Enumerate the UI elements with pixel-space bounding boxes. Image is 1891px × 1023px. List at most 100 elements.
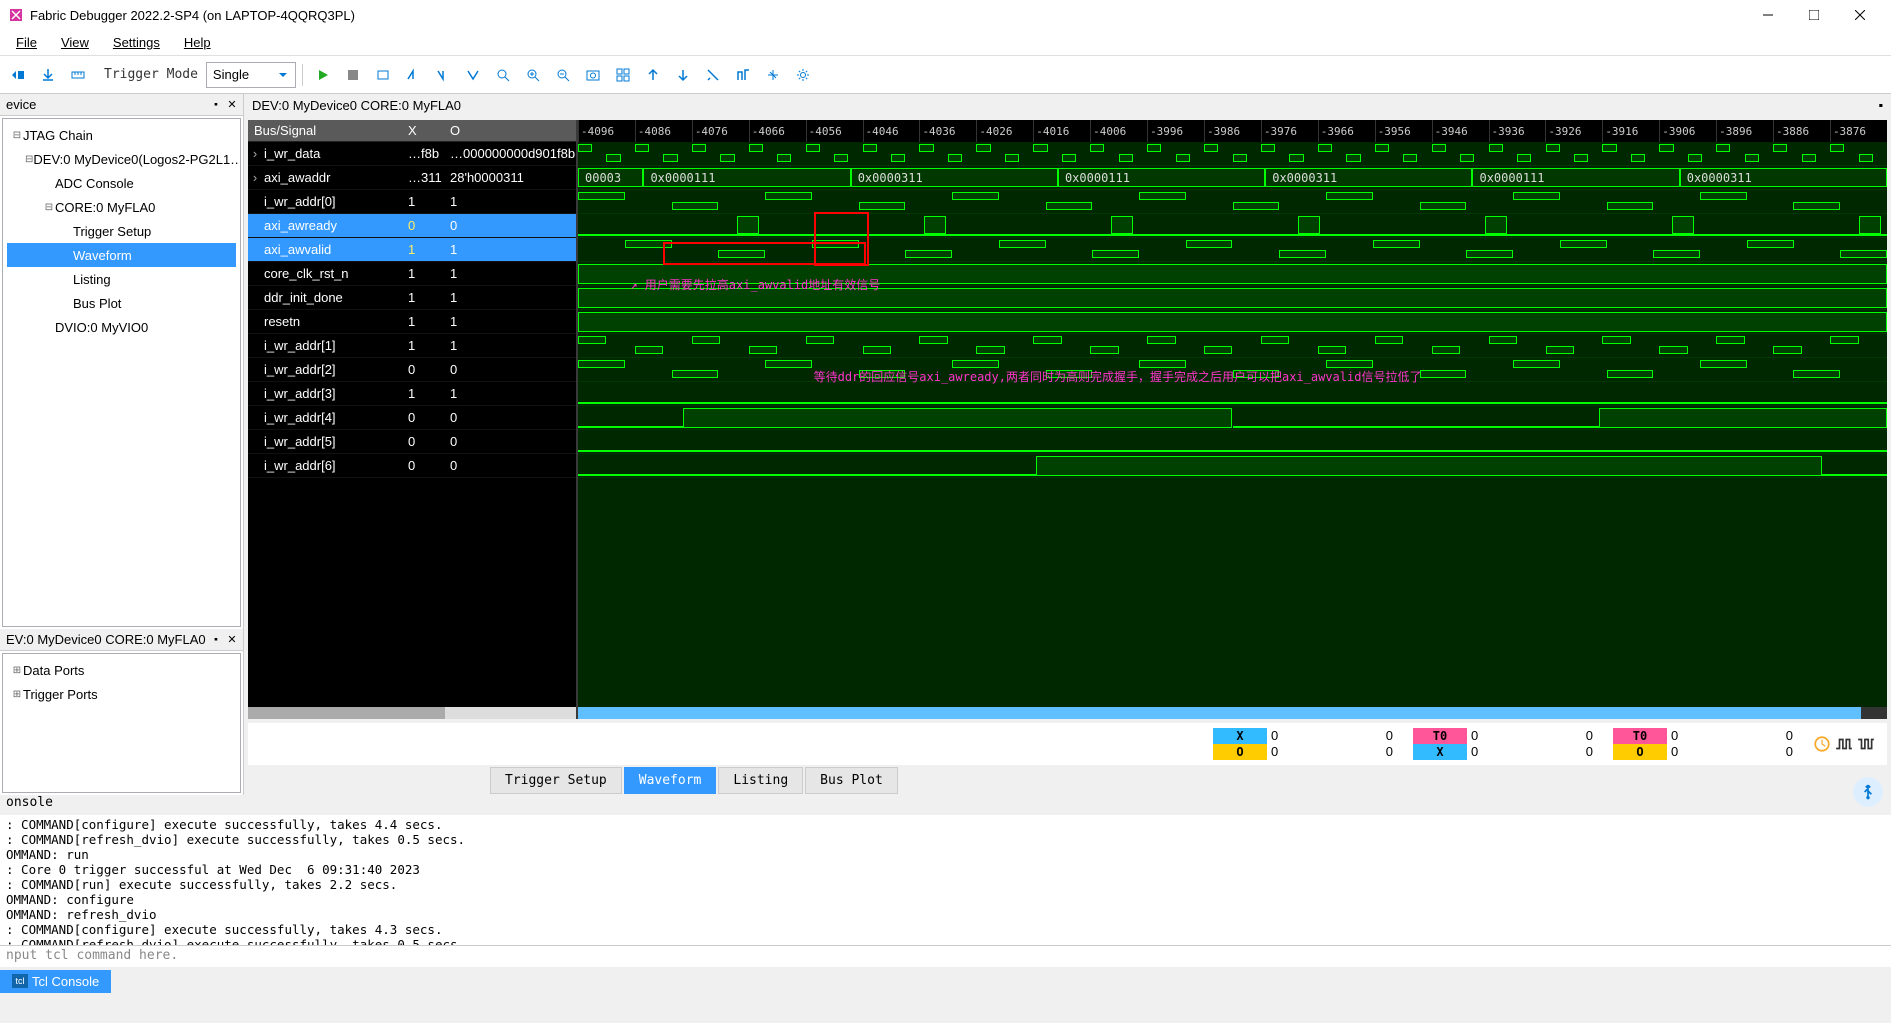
signal-row[interactable]: i_wr_addr[0]11 — [248, 190, 576, 214]
waveform-icon[interactable] — [1835, 735, 1853, 753]
maximize-button[interactable] — [1791, 0, 1837, 30]
waveform-track[interactable] — [578, 334, 1887, 358]
minimize-button[interactable] — [1745, 0, 1791, 30]
waveform-track[interactable] — [578, 454, 1887, 478]
arrow-down-icon[interactable] — [669, 61, 697, 89]
tree-core[interactable]: ⊟CORE:0 MyFLA0 — [7, 195, 236, 219]
signal-row[interactable]: ddr_init_done11 — [248, 286, 576, 310]
tcl-console-tab[interactable]: tcl Tcl Console — [0, 970, 111, 993]
signal-list-header: Bus/Signal X O — [248, 120, 576, 142]
tool-8-icon[interactable] — [699, 61, 727, 89]
trigger-mode-label: Trigger Mode — [94, 67, 204, 82]
bottom-tabs: Trigger SetupWaveformListingBus Plot — [244, 765, 1891, 795]
tree-data-ports[interactable]: ⊞Data Ports — [7, 658, 236, 682]
pin-icon[interactable]: 🞍 — [209, 98, 223, 112]
tree-waveform[interactable]: Waveform — [7, 243, 236, 267]
tool-5-icon[interactable] — [489, 61, 517, 89]
tree-adc-console[interactable]: ADC Console — [7, 171, 236, 195]
pin-icon[interactable]: 🞍 — [1879, 97, 1883, 113]
pin-icon[interactable]: 🞍 — [209, 633, 223, 647]
signal-row[interactable]: axi_awvalid11 — [248, 238, 576, 262]
document-header: DEV:0 MyDevice0 CORE:0 MyFLA0 🞍 — [244, 94, 1891, 116]
signal-row[interactable]: i_wr_addr[1]11 — [248, 334, 576, 358]
download-icon[interactable] — [34, 61, 62, 89]
tab-bus-plot[interactable]: Bus Plot — [805, 767, 898, 794]
console-output: : COMMAND[configure] execute successfull… — [0, 815, 1891, 945]
tree-trigger-ports[interactable]: ⊞Trigger Ports — [7, 682, 236, 706]
waveform2-icon[interactable] — [1857, 735, 1875, 753]
title-bar: Fabric Debugger 2022.2-SP4 (on LAPTOP-4Q… — [0, 0, 1891, 30]
trigger-mode-dropdown[interactable]: Single — [206, 62, 296, 88]
console-header: onsole — [0, 795, 1891, 815]
waveform-track[interactable] — [578, 142, 1887, 166]
tcl-icon: tcl — [12, 974, 28, 988]
signal-row[interactable]: i_wr_addr[4]00 — [248, 406, 576, 430]
tree-jtag-chain[interactable]: ⊟JTAG Chain — [7, 123, 236, 147]
signal-row[interactable]: i_wr_addr[6]00 — [248, 454, 576, 478]
cursor-readout: T0X0000 — [1413, 728, 1597, 760]
waveform-track[interactable] — [578, 238, 1887, 262]
waveform-hscrollbar[interactable] — [578, 707, 1887, 719]
menu-help[interactable]: Help — [172, 31, 223, 55]
signal-list-scrollbar[interactable] — [248, 707, 576, 719]
waveform-track[interactable] — [578, 406, 1887, 430]
cursor-readout: T0O0000 — [1613, 728, 1797, 760]
snapshot-icon[interactable] — [579, 61, 607, 89]
device-tree[interactable]: ⊟JTAG Chain ⊟DEV:0 MyDevice0(Logos2-PG2L… — [2, 118, 241, 627]
signal-row[interactable]: core_clk_rst_n11 — [248, 262, 576, 286]
zoom-in-icon[interactable] — [519, 61, 547, 89]
menu-view[interactable]: View — [49, 31, 101, 55]
clock-icon[interactable] — [1813, 735, 1831, 753]
tab-listing[interactable]: Listing — [718, 767, 803, 794]
tool-1-icon[interactable] — [369, 61, 397, 89]
core-panel-header: EV:0 MyDevice0 CORE:0 MyFLA0 🞍 ✕ — [0, 629, 243, 651]
waveform-track[interactable] — [578, 430, 1887, 454]
menu-file[interactable]: File — [4, 31, 49, 55]
waveform-track[interactable] — [578, 382, 1887, 406]
window-title: Fabric Debugger 2022.2-SP4 (on LAPTOP-4Q… — [30, 8, 1745, 23]
signal-row[interactable]: i_wr_addr[5]00 — [248, 430, 576, 454]
ruler-icon[interactable] — [64, 61, 92, 89]
signal-row[interactable]: i_wr_addr[3]11 — [248, 382, 576, 406]
tool-3-icon[interactable] — [429, 61, 457, 89]
tab-waveform[interactable]: Waveform — [624, 767, 717, 794]
signal-row[interactable]: resetn11 — [248, 310, 576, 334]
ports-tree[interactable]: ⊞Data Ports ⊞Trigger Ports — [2, 653, 241, 793]
console-input[interactable]: nput tcl command here. — [0, 945, 1891, 967]
settings-icon[interactable] — [789, 61, 817, 89]
waveform-track[interactable] — [578, 310, 1887, 334]
waveform-track[interactable]: 000030x00001110x00003110x00001110x000031… — [578, 166, 1887, 190]
tab-trigger-setup[interactable]: Trigger Setup — [490, 767, 622, 794]
console-tabs: tcl Tcl Console — [0, 967, 1891, 995]
cursor-readout: XO0000 — [1213, 728, 1397, 760]
connect-icon[interactable] — [4, 61, 32, 89]
signal-row[interactable]: ›i_wr_data…f8b…000000000d901f8b — [248, 142, 576, 166]
menu-settings[interactable]: Settings — [101, 31, 172, 55]
usb-status-icon[interactable] — [1853, 777, 1883, 807]
stop-icon[interactable] — [339, 61, 367, 89]
run-icon[interactable] — [309, 61, 337, 89]
grid-icon[interactable] — [609, 61, 637, 89]
waveform-track[interactable] — [578, 214, 1887, 238]
signal-row[interactable]: i_wr_addr[2]00 — [248, 358, 576, 382]
close-panel-icon[interactable]: ✕ — [225, 633, 239, 647]
waveform-canvas[interactable]: -4096-4086-4076-4066-4056-4046-4036-4026… — [578, 120, 1887, 719]
tool-4-icon[interactable] — [459, 61, 487, 89]
tool-10-icon[interactable] — [759, 61, 787, 89]
tree-trigger-setup[interactable]: Trigger Setup — [7, 219, 236, 243]
annotation-text: 等待ddr的回应信号axi_awready,两者同时为高则完成握手，握手完成之后… — [814, 368, 1422, 385]
close-button[interactable] — [1837, 0, 1883, 30]
tree-dvio[interactable]: DVIO:0 MyVIO0 — [7, 315, 236, 339]
signal-row[interactable]: ›axi_awaddr…31128'h0000311 — [248, 166, 576, 190]
tool-9-icon[interactable] — [729, 61, 757, 89]
waveform-track[interactable] — [578, 190, 1887, 214]
signal-row[interactable]: axi_awready00 — [248, 214, 576, 238]
zoom-out-icon[interactable] — [549, 61, 577, 89]
tree-bus-plot[interactable]: Bus Plot — [7, 291, 236, 315]
close-panel-icon[interactable]: ✕ — [225, 98, 239, 112]
tree-device[interactable]: ⊟DEV:0 MyDevice0(Logos2-PG2L1… — [7, 147, 236, 171]
tree-listing[interactable]: Listing — [7, 267, 236, 291]
signal-list[interactable]: Bus/Signal X O ›i_wr_data…f8b…000000000d… — [248, 120, 578, 719]
tool-2-icon[interactable] — [399, 61, 427, 89]
arrow-up-icon[interactable] — [639, 61, 667, 89]
